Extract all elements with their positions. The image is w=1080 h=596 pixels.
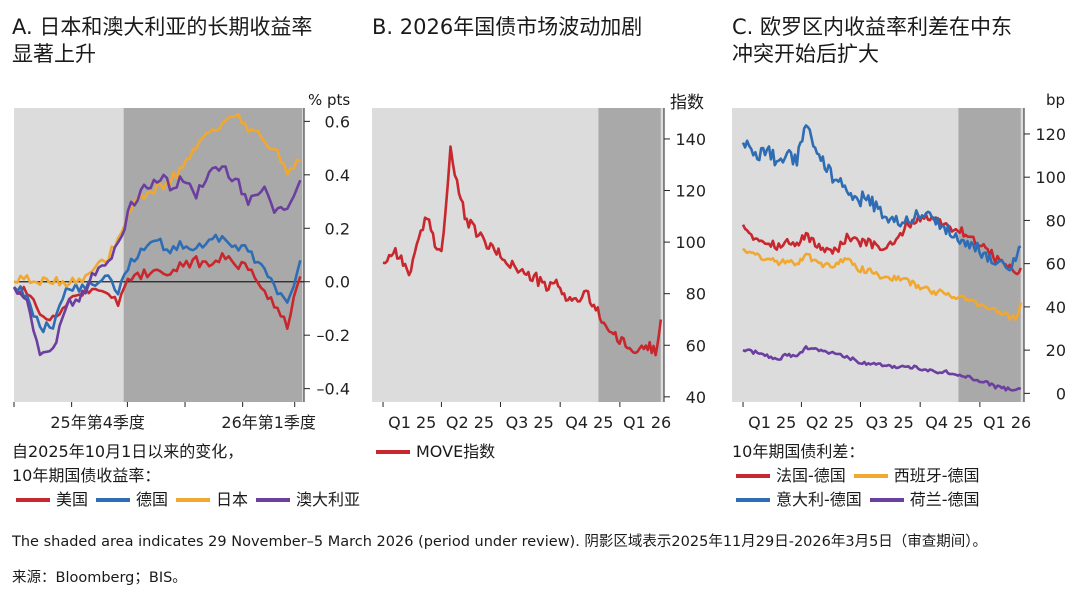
y-tick-label: 0.2 bbox=[325, 219, 350, 238]
shaded-period bbox=[123, 108, 303, 402]
x-tick-label: Q1 26 bbox=[983, 413, 1031, 430]
x-tick-label: 26年第1季度 bbox=[221, 413, 316, 430]
panel-b-unit: 指数 bbox=[670, 93, 704, 113]
legend-a-entries: 美国 德国 日本 澳大利亚 bbox=[12, 488, 360, 512]
legend-c-row2: 意大利-德国 荷兰-德国 bbox=[732, 488, 980, 512]
y-tick-label: 40 bbox=[686, 388, 706, 407]
series-line-italy bbox=[741, 124, 1022, 272]
series-line-australia bbox=[12, 165, 302, 357]
y-tick-label: 60 bbox=[1046, 255, 1066, 274]
panel-b-title: B. 2026年国债市场波动加剧 bbox=[372, 15, 643, 39]
y-tick-label: 0 bbox=[1056, 384, 1066, 403]
legend-label-italy: 意大利-德国 bbox=[776, 490, 862, 509]
panel-a-title: A. 日本和澳大利亚的长期收益率 显著上升 bbox=[12, 14, 312, 68]
y-tick-label: –0.4 bbox=[317, 380, 350, 399]
series-line-germany bbox=[12, 233, 302, 334]
y-tick-label: 40 bbox=[1046, 298, 1066, 317]
legend-label-australia: 澳大利亚 bbox=[296, 490, 361, 509]
chart-c: 120 100 80 60 40 20 0 Q1 25 Q2 25 Q3 25 Q4 25 Q1 26 bbox=[732, 108, 1066, 430]
x-tick-label: Q4 25 bbox=[925, 413, 973, 430]
x-tick-label: 25年第4季度 bbox=[50, 413, 145, 430]
legend-swatch-australia bbox=[256, 498, 291, 502]
legend-label-france: 法国-德国 bbox=[776, 466, 846, 485]
x-tick-label: Q4 25 bbox=[565, 413, 613, 430]
panel-c-title: C. 欧罗区内收益率利差在中东 冲突开始后扩大 bbox=[732, 14, 1012, 68]
x-tick-label: Q3 25 bbox=[866, 413, 914, 430]
source-note: 来源：Bloomberg；BIS。 bbox=[12, 570, 187, 586]
panel-a-unit: % pts bbox=[308, 91, 351, 109]
legend-swatch-japan bbox=[176, 498, 211, 502]
panel-c-title-line1: C. 欧罗区内收益率利差在中东 bbox=[732, 15, 1013, 39]
series-line-move bbox=[382, 145, 663, 357]
legend-swatch-us bbox=[16, 498, 50, 502]
legend-a-line2: 10年期国债收益率： bbox=[12, 466, 161, 485]
legend-a-line1: 自2025年10月1日以来的变化， bbox=[12, 442, 244, 461]
x-tick-label: Q2 25 bbox=[806, 413, 854, 430]
panel-a-title-line2: 显著上升 bbox=[12, 42, 96, 66]
chart-a: 0.6 0.4 0.2 0.0 –0.2 –0.4 25年第4季度 26年第1季度 bbox=[12, 108, 350, 430]
legend-label-japan: 日本 bbox=[216, 490, 249, 509]
legend-swatch-spain bbox=[853, 474, 888, 478]
legend-c-title: 10年期国债利差： bbox=[732, 442, 865, 461]
legend-swatch-italy bbox=[736, 498, 770, 502]
y-tick-label: 120 bbox=[675, 182, 706, 201]
x-tick-label: Q1 25 bbox=[388, 413, 436, 430]
legend-swatch-france bbox=[736, 474, 770, 478]
legend-b-entries: MOVE指数 bbox=[372, 440, 495, 464]
series-line-us bbox=[13, 252, 302, 330]
legend-a: 自2025年10月1日以来的变化， 10年期国债收益率： 美国 德国 日本 澳大… bbox=[12, 440, 360, 512]
y-tick-label: 0.4 bbox=[325, 166, 350, 185]
y-tick-label: 100 bbox=[1035, 168, 1066, 187]
panel-c-unit: bp bbox=[1046, 91, 1066, 109]
y-tick-label: 100 bbox=[675, 233, 706, 252]
series-line-france bbox=[741, 213, 1023, 276]
series-line-spain bbox=[742, 247, 1023, 322]
legend-b: MOVE指数 bbox=[372, 440, 495, 464]
footnote: The shaded area indicates 29 November–5 … bbox=[12, 534, 988, 550]
series-line-netherlands bbox=[742, 345, 1022, 392]
panel-a-title-line1: A. 日本和澳大利亚的长期收益率 bbox=[12, 15, 313, 39]
legend-swatch-netherlands bbox=[869, 498, 904, 502]
legend-swatch-germany bbox=[96, 498, 131, 502]
shaded-period bbox=[598, 108, 661, 402]
legend-label-netherlands: 荷兰-德国 bbox=[909, 490, 980, 509]
y-tick-label: 60 bbox=[686, 336, 706, 355]
chart-b: 140 120 100 80 60 40 Q1 25 Q2 25 Q3 25 Q4 25 Q1 26 bbox=[372, 108, 706, 430]
y-tick-label: 20 bbox=[1046, 341, 1066, 360]
legend-label-us: 美国 bbox=[56, 490, 89, 509]
y-tick-label: 0.6 bbox=[325, 112, 350, 131]
legend-label-spain: 西班牙-德国 bbox=[893, 466, 980, 485]
y-tick-label: –0.2 bbox=[317, 326, 350, 345]
series-line-japan bbox=[13, 112, 301, 288]
legend-swatch-move bbox=[376, 450, 410, 454]
x-tick-label: Q1 25 bbox=[748, 413, 796, 430]
x-tick-label: Q3 25 bbox=[506, 413, 554, 430]
y-tick-label: 80 bbox=[1046, 211, 1066, 230]
legend-label-germany: 德国 bbox=[136, 490, 169, 509]
x-tick-label: Q2 25 bbox=[446, 413, 494, 430]
y-tick-label: 80 bbox=[686, 285, 706, 304]
y-tick-label: 0.0 bbox=[325, 273, 350, 292]
y-tick-label: 120 bbox=[1035, 125, 1066, 144]
y-tick-label: 140 bbox=[675, 130, 706, 149]
x-tick-label: Q1 26 bbox=[623, 413, 671, 430]
legend-c: 10年期国债利差： 法国-德国 西班牙-德国 意大利-德国 荷兰-德国 bbox=[732, 440, 980, 512]
legend-c-row1: 法国-德国 西班牙-德国 bbox=[732, 464, 980, 488]
legend-label-move: MOVE指数 bbox=[416, 442, 496, 461]
panel-c-title-line2: 冲突开始后扩大 bbox=[732, 42, 879, 66]
